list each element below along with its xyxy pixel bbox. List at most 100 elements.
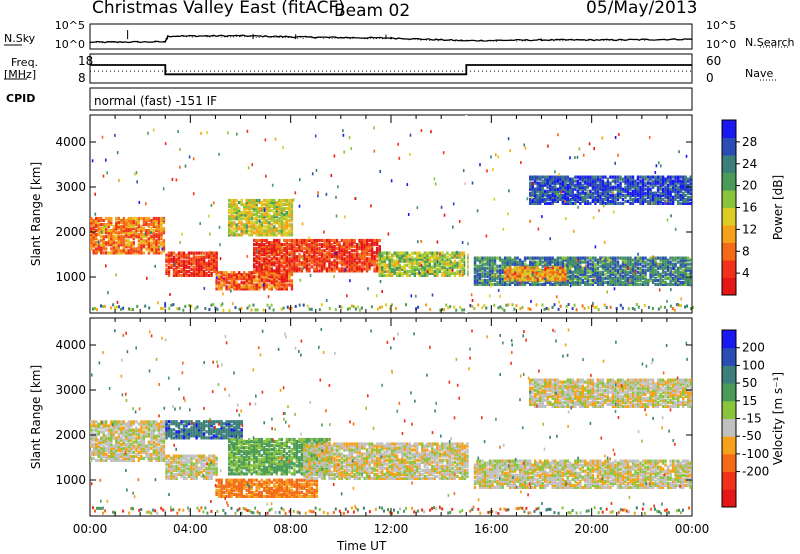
power-panel-cell: [491, 266, 494, 270]
power-panel-cell: [202, 255, 206, 259]
power-panel-cell: [666, 260, 670, 264]
power-panel-cell: [273, 243, 276, 247]
power-panel-cell: [140, 239, 143, 243]
power-panel-cell: [418, 253, 421, 257]
power-panel-cell: [263, 245, 266, 249]
power-panel-cell: [609, 262, 612, 266]
velocity-panel-cell: [120, 450, 123, 454]
power-panel-cell: [599, 260, 602, 264]
power-panel-cell: [513, 280, 517, 284]
power-panel-cell: [687, 272, 690, 276]
power-panel-cell: [345, 269, 349, 273]
power-panel-cell: [180, 255, 183, 259]
power-panel-cell: [557, 307, 560, 311]
power-panel-cell: [599, 181, 602, 185]
power-panel-cell: [677, 181, 680, 185]
power-panel-cell: [451, 253, 454, 257]
power-panel-cell: [268, 229, 271, 233]
power-panel-cell: [358, 261, 361, 265]
power-panel-cell: [285, 277, 288, 281]
power-panel-cell: [152, 218, 156, 223]
power-panel-cell: [333, 261, 336, 265]
power-panel-cell: [127, 227, 130, 231]
power-panel-cell: [230, 275, 233, 279]
power-panel-cell: [659, 256, 662, 260]
power-panel-cell: [559, 187, 562, 191]
power-panel-cell: [120, 307, 123, 311]
power-panel-cell: [135, 218, 138, 223]
power-panel-cell: [406, 271, 409, 275]
power-panel-cell: [571, 191, 574, 195]
power-panel-cell: [285, 219, 288, 223]
power-panel-cell: [92, 218, 95, 223]
power-panel-cell: [192, 257, 196, 261]
power-panel-cell: [263, 215, 266, 219]
power-panel-cell: [616, 179, 620, 183]
power-panel-cell: [611, 179, 615, 183]
power-panel-cell: [275, 202, 278, 207]
power-panel-cell: [238, 217, 241, 221]
power-panel-cell: [441, 253, 444, 257]
power-panel-cell: [258, 261, 261, 265]
power-panel-cell: [370, 241, 374, 245]
velocity-panel-cell: [100, 458, 103, 462]
power-panel-cell: [569, 260, 572, 264]
power-panel-cell: [258, 285, 261, 289]
power-panel-cell: [285, 213, 288, 217]
power-panel-cell: [508, 279, 511, 283]
power-panel-cell: [689, 276, 692, 280]
power-panel-cell: [194, 307, 197, 311]
power-panel-cell: [195, 269, 198, 273]
power-panel-cell: [290, 238, 294, 243]
power-panel-cell: [616, 195, 620, 199]
power-panel-cell: [652, 255, 654, 259]
power-panel-cell: [313, 241, 316, 245]
power-panel-cell: [350, 245, 354, 249]
power-panel-cell: [190, 257, 193, 261]
power-panel-cell: [447, 306, 450, 310]
power-panel-cell: [365, 245, 369, 249]
power-panel-cell: [283, 273, 286, 277]
power-panel-cell: [243, 217, 246, 221]
power-panel-cell: [305, 259, 309, 263]
power-panel-cell: [664, 187, 667, 191]
power-panel-cell: [228, 215, 231, 219]
power-panel-cell: [536, 282, 539, 286]
noise-y2-tick: 10^5: [706, 19, 736, 32]
power-panel-cell: [235, 275, 238, 279]
power-panel-cell: [654, 179, 657, 183]
power-panel-cell: [690, 307, 692, 311]
power-panel-cell: [253, 231, 256, 235]
power-panel-cell: [496, 276, 499, 280]
power-panel-cell: [294, 191, 297, 195]
power-panel-cell: [456, 263, 459, 267]
power-panel-cell: [428, 267, 431, 271]
power-panel-cell: [651, 193, 655, 197]
freq-panel-frame: [89, 53, 693, 84]
power-panel-cell: [574, 187, 577, 191]
power-panel-cell: [684, 305, 686, 309]
power-panel-cell: [646, 195, 650, 199]
power-panel-cell: [338, 241, 341, 245]
power-panel-cell: [355, 245, 359, 249]
power-panel-cell: [529, 307, 532, 311]
power-panel-cell: [313, 263, 316, 267]
power-panel-cell: [674, 175, 677, 179]
power-panel-cell: [554, 181, 557, 185]
power-panel-cell: [682, 201, 685, 205]
power-panel-cell: [629, 195, 632, 199]
power-panel-cell: [280, 263, 283, 267]
power-panel-cell: [215, 259, 218, 263]
power-panel-cell: [644, 256, 647, 260]
power-panel-cell: [491, 256, 494, 260]
power-panel-cell: [293, 238, 296, 243]
power-panel-cell: [481, 274, 484, 278]
power-panel-cell: [313, 249, 316, 253]
velocity-panel-cell: [95, 424, 98, 428]
power-panel-cell: [511, 280, 514, 284]
power-panel-cell: [624, 266, 627, 270]
power-panel-cell: [529, 175, 532, 179]
power-panel-cell: [486, 262, 489, 266]
power-panel-cell: [596, 185, 600, 189]
power-panel-cell: [273, 213, 276, 217]
